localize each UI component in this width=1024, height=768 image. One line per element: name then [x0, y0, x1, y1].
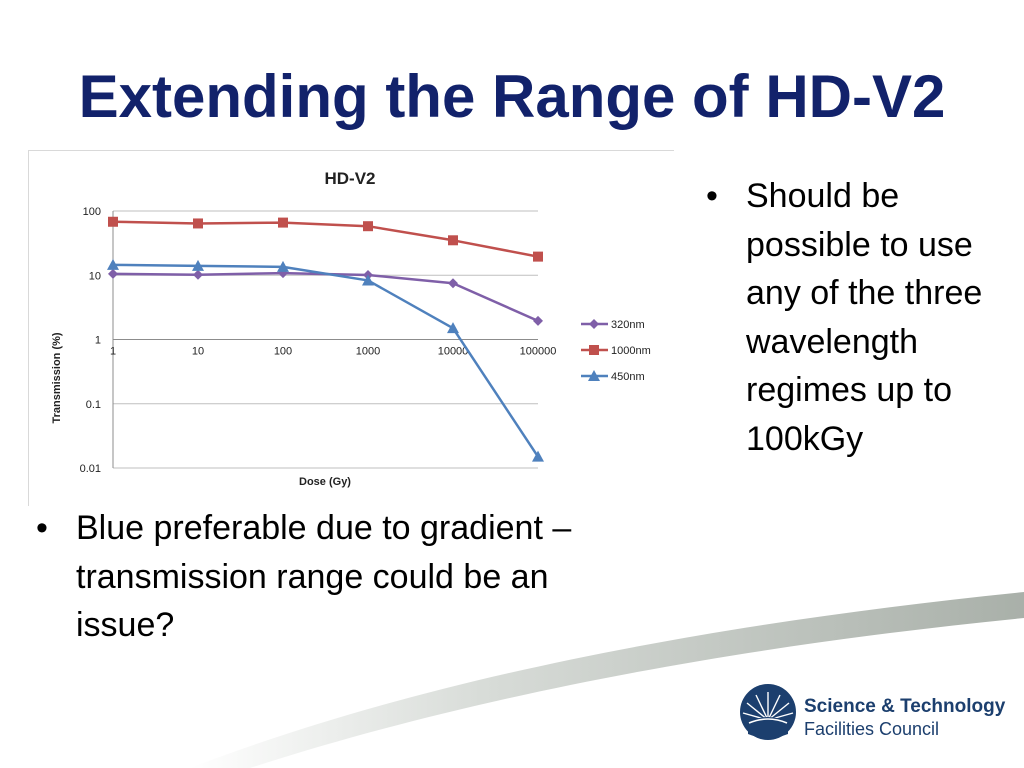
sunrise-emblem-icon [740, 684, 796, 740]
data-point-1000nm [278, 217, 288, 228]
bullet-dot: • [36, 509, 48, 547]
data-point-1000nm [533, 251, 543, 262]
legend-label-320nm: 320nm [611, 319, 645, 331]
data-point-1000nm [193, 218, 203, 229]
slide-title: Extending the Range of HD-V2 [78, 63, 946, 130]
legend-label-450nm: 450nm [611, 371, 645, 383]
data-point-450nm [277, 260, 289, 272]
chart-title: HD-V2 [324, 169, 375, 188]
chart-border-top [28, 150, 674, 151]
right-bullet-list: • Should be possible to use any of the t… [706, 172, 1006, 463]
stfc-logo: Science & Technology Facilities Council [736, 678, 1016, 748]
series-line-450nm [112, 263, 540, 458]
right-bullet-text: Should be possible to use any of the thr… [746, 177, 983, 458]
bottom-bullet-text: Blue preferable due to gradient – transm… [76, 509, 572, 644]
x-tick-label: 10000 [438, 346, 469, 358]
data-point-450nm [192, 259, 204, 271]
x-tick-label: 10 [192, 346, 204, 358]
data-point-450nm [447, 322, 459, 334]
y-tick-label: 0.01 [80, 463, 101, 475]
x-tick-label: 100 [274, 346, 292, 358]
data-point-450nm [532, 450, 544, 462]
logo-text-line2: Facilities Council [804, 719, 940, 739]
x-axis-label: Dose (Gy) [299, 476, 351, 488]
data-point-320nm [193, 269, 203, 280]
y-tick-label: 0.1 [86, 399, 101, 411]
data-point-320nm [533, 315, 543, 326]
chart-container: HD-V2 Transmission (%) Dose (Gy) 100 10 1 0… [28, 150, 674, 506]
data-point-1000nm [108, 216, 118, 227]
line-chart: HD-V2 Transmission (%) Dose (Gy) 1001010… [51, 169, 651, 488]
x-tick-label: 1000 [356, 346, 380, 358]
y-axis-label: Transmission (%) [51, 332, 63, 423]
bottom-bullet-item: • Blue preferable due to gradient – tran… [36, 504, 646, 650]
data-point-320nm [108, 268, 118, 279]
data-point-450nm [107, 258, 119, 270]
legend-marker-320nm [589, 319, 599, 329]
logo-text-line1: Science & Technology [804, 696, 1006, 717]
bottom-bullet-list: • Blue preferable due to gradient – tran… [36, 504, 646, 650]
y-tick-label: 1 [95, 335, 101, 347]
x-tick-label: 100000 [520, 346, 557, 358]
legend-marker-450nm [588, 370, 600, 381]
data-point-320nm [448, 278, 458, 289]
data-point-1000nm [448, 235, 458, 246]
x-tick-label: 1 [110, 346, 116, 358]
right-bullet-item: • Should be possible to use any of the t… [706, 172, 1006, 463]
data-point-450nm [362, 274, 374, 286]
chart-border-left [28, 150, 29, 506]
legend-label-1000nm: 1000nm [611, 345, 651, 357]
legend-marker-1000nm [589, 345, 599, 355]
y-tick-label: 100 [83, 206, 101, 218]
series-line-1000nm [112, 220, 539, 258]
y-tick-label: 10 [89, 270, 101, 282]
data-point-1000nm [363, 221, 373, 232]
bullet-dot: • [706, 177, 718, 215]
